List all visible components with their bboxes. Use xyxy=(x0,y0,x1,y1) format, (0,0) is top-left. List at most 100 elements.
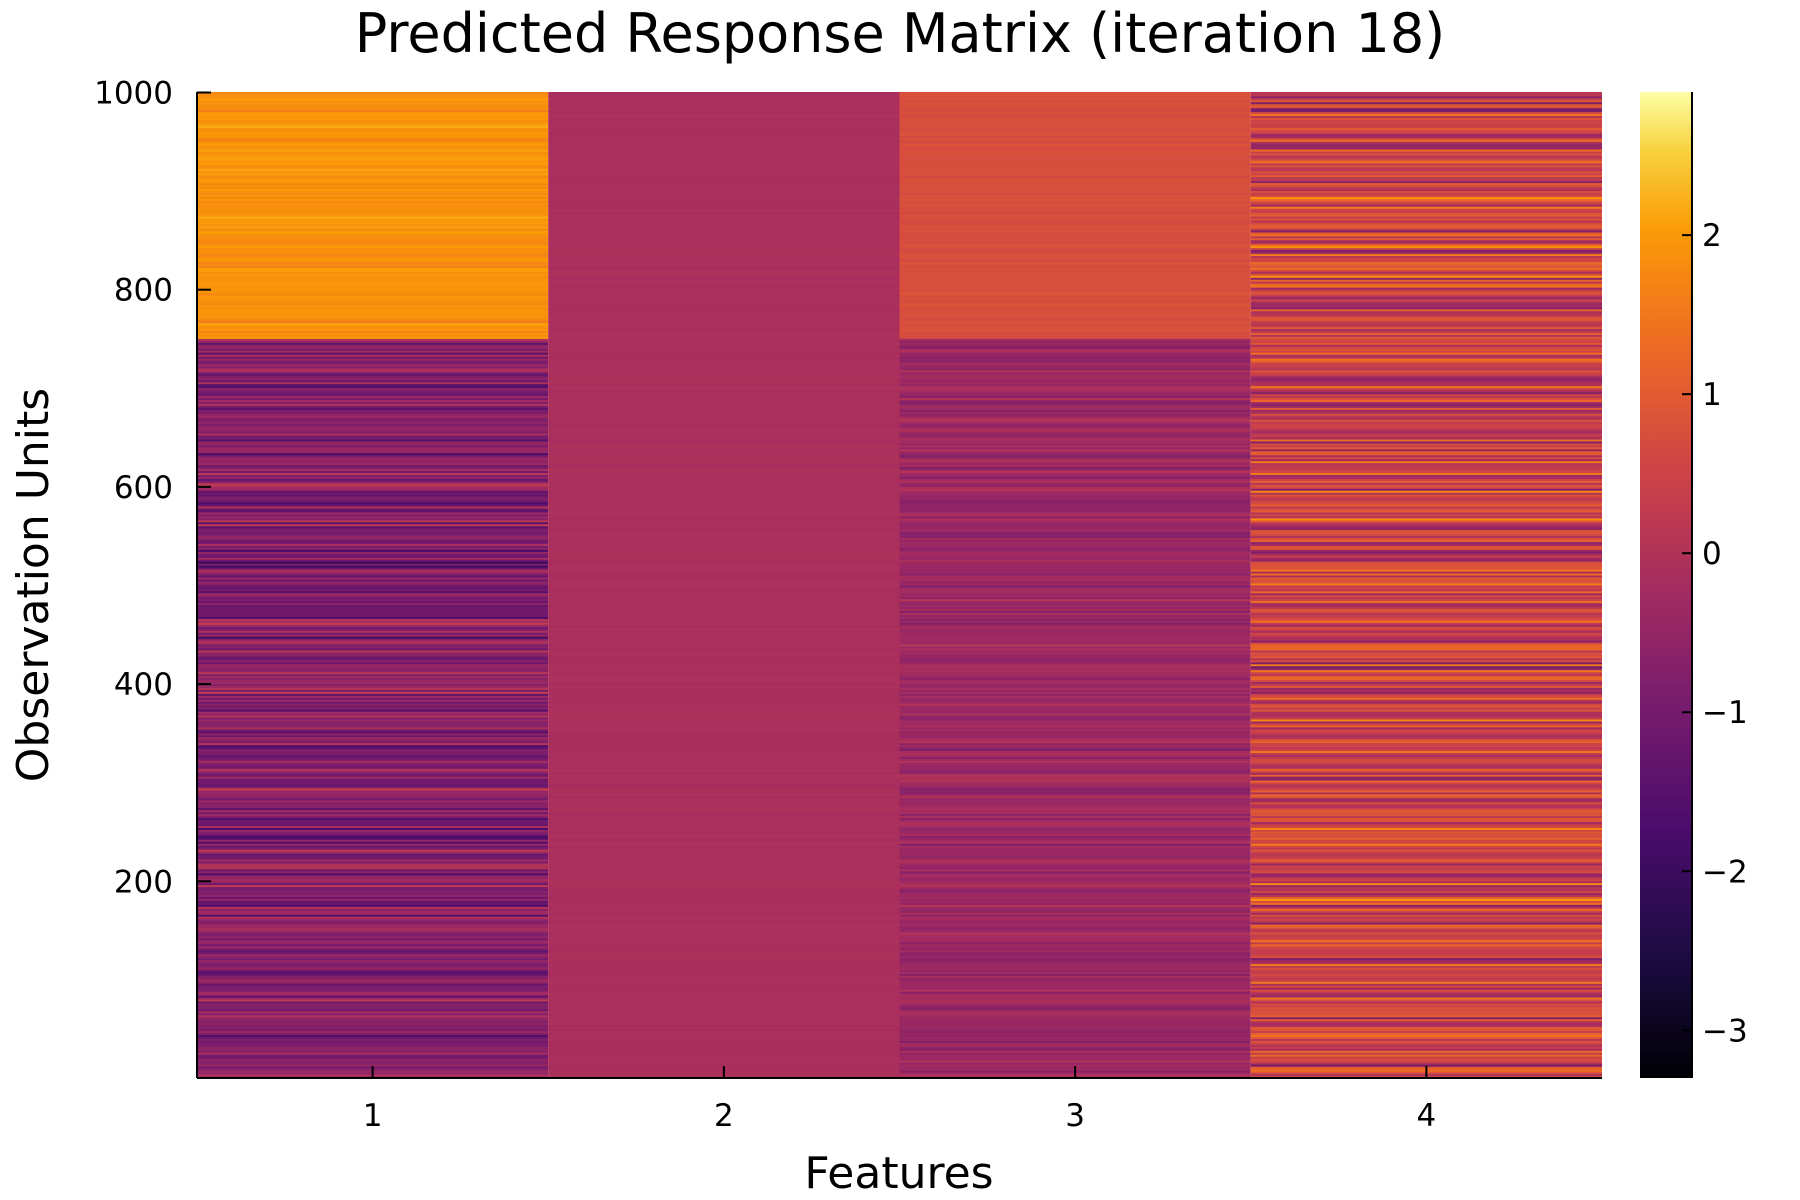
heatmap-cell xyxy=(197,308,549,312)
heatmap-cell xyxy=(899,523,1251,527)
heatmap-cell xyxy=(899,622,1251,625)
heatmap-cell xyxy=(899,596,1251,600)
heatmap-cell xyxy=(197,559,549,562)
heatmap-cell xyxy=(197,312,549,316)
heatmap-cell xyxy=(1250,310,1602,314)
heatmap-cell xyxy=(1250,423,1602,426)
heatmap-cell xyxy=(548,586,900,590)
heatmap-cell xyxy=(1250,277,1602,280)
heatmap-cell xyxy=(1250,991,1602,994)
heatmap-cell xyxy=(197,131,549,134)
heatmap-cell xyxy=(899,626,1251,629)
heatmap-cell xyxy=(1250,393,1602,397)
heatmap-cell xyxy=(548,644,900,647)
heatmap-cell xyxy=(548,920,900,923)
heatmap-cell xyxy=(548,701,900,704)
heatmap-cell xyxy=(548,170,900,174)
heatmap-cell xyxy=(1250,1046,1602,1049)
heatmap-cell xyxy=(548,744,900,748)
heatmap-cell xyxy=(197,352,549,355)
heatmap-cell xyxy=(197,310,549,314)
heatmap-cell xyxy=(899,1052,1251,1055)
heatmap-cell xyxy=(548,543,900,546)
heatmap-cell xyxy=(197,863,549,866)
heatmap-cell xyxy=(1250,985,1602,988)
heatmap-cell xyxy=(548,237,900,241)
heatmap-cell xyxy=(899,902,1251,905)
heatmap-cell xyxy=(1250,896,1602,899)
heatmap-cell xyxy=(548,939,900,943)
heatmap-cell xyxy=(197,176,549,180)
heatmap-cell xyxy=(1250,295,1602,298)
heatmap-cell xyxy=(1250,1038,1602,1041)
heatmap-cell xyxy=(1250,456,1602,460)
heatmap-cell xyxy=(197,715,549,718)
heatmap-cell xyxy=(197,835,549,838)
heatmap-cell xyxy=(1250,590,1602,594)
heatmap-cell xyxy=(1250,372,1602,375)
heatmap-cell xyxy=(899,105,1251,109)
heatmap-cell xyxy=(899,157,1251,160)
heatmap-cell xyxy=(899,161,1251,164)
heatmap-cell xyxy=(548,502,900,505)
heatmap-cell xyxy=(1250,683,1602,686)
heatmap-cell xyxy=(197,693,549,696)
heatmap-cell xyxy=(197,316,549,320)
heatmap-cell xyxy=(899,228,1251,231)
heatmap-cell xyxy=(899,920,1251,923)
heatmap-cell xyxy=(1250,385,1602,389)
heatmap-cell xyxy=(548,549,900,552)
heatmap-cell xyxy=(1250,874,1602,878)
heatmap-cell xyxy=(548,628,900,631)
heatmap-cell xyxy=(899,691,1251,694)
heatmap-cell xyxy=(899,890,1251,894)
heatmap-cell xyxy=(548,409,900,412)
heatmap-cell xyxy=(1250,809,1602,813)
heatmap-cell xyxy=(899,496,1251,499)
heatmap-cell xyxy=(548,334,900,337)
heatmap-cell xyxy=(899,441,1251,444)
heatmap-cell xyxy=(899,267,1251,270)
heatmap-cell xyxy=(899,1010,1251,1014)
heatmap-cell xyxy=(197,492,549,495)
heatmap-cell xyxy=(899,973,1251,976)
heatmap-cell xyxy=(899,683,1251,686)
heatmap-cell xyxy=(548,310,900,314)
heatmap-cell xyxy=(1250,817,1602,821)
heatmap-cell xyxy=(1250,746,1602,750)
heatmap-cell xyxy=(548,930,900,933)
heatmap-cell xyxy=(197,411,549,414)
heatmap-cell xyxy=(197,145,549,148)
heatmap-cell xyxy=(197,182,549,186)
heatmap-cell xyxy=(197,399,549,402)
heatmap-cell xyxy=(899,827,1251,830)
heatmap-cell xyxy=(1250,364,1602,367)
heatmap-cell xyxy=(1250,413,1602,416)
heatmap-cell xyxy=(899,405,1251,408)
heatmap-cell xyxy=(1250,340,1602,343)
heatmap-cell xyxy=(548,679,900,683)
heatmap-cell xyxy=(1250,868,1602,872)
heatmap-cell xyxy=(197,222,549,225)
heatmap-cell xyxy=(899,101,1251,105)
heatmap-cell xyxy=(899,634,1251,637)
heatmap-cell xyxy=(1250,101,1602,105)
heatmap-cell xyxy=(1250,872,1602,876)
heatmap-cell xyxy=(197,898,549,901)
heatmap-cell xyxy=(548,817,900,821)
heatmap-cell xyxy=(197,742,549,746)
heatmap-cell xyxy=(548,443,900,446)
heatmap-cell xyxy=(899,210,1251,213)
heatmap-cell xyxy=(548,216,900,219)
heatmap-cell xyxy=(548,754,900,757)
heatmap-cell xyxy=(899,659,1251,663)
heatmap-cell xyxy=(197,496,549,499)
heatmap-cell xyxy=(548,230,900,233)
heatmap-cell xyxy=(197,794,549,797)
heatmap-cell xyxy=(197,746,549,750)
heatmap-cell xyxy=(899,983,1251,986)
heatmap-cell xyxy=(899,667,1251,671)
heatmap-cell xyxy=(899,892,1251,895)
heatmap-cell xyxy=(197,123,549,126)
heatmap-cell xyxy=(899,1050,1251,1053)
